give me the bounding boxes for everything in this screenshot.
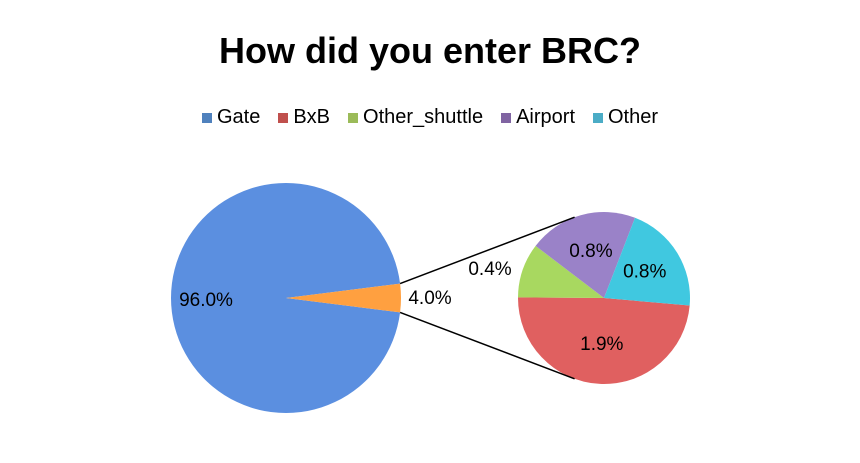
data-label-bxb: 1.9% — [580, 334, 623, 355]
legend-swatch-other — [593, 112, 603, 123]
legend-item-other: Other — [593, 106, 658, 129]
legend-label-other-shuttle: Other_shuttle — [363, 106, 484, 128]
legend-item-gate: Gate — [201, 106, 261, 129]
connector-line-bottom — [399, 311, 575, 380]
legend-swatch-gate — [201, 112, 212, 123]
data-label-airport: 0.8% — [569, 241, 612, 262]
sub-pie-slice-airport — [535, 212, 636, 298]
legend-label-bxb: BxB — [293, 106, 331, 128]
sub-pie-slice-other — [604, 217, 690, 306]
data-label-other-shuttle: 0.4% — [468, 259, 511, 280]
legend-item-airport: Airport — [501, 106, 575, 129]
chart-legend: Gate BxB Other_shuttle Airport Other — [0, 106, 860, 129]
sub-pie-slice-bxb — [518, 297, 690, 384]
legend-label-airport: Airport — [516, 106, 575, 128]
legend-label-other: Other — [608, 106, 659, 128]
legend-item-bxb: BxB — [278, 106, 330, 129]
chart-title: How did you enter BRC? — [219, 30, 641, 71]
legend-swatch-airport — [501, 112, 512, 123]
main-pie-slice-gate — [171, 183, 401, 414]
legend-swatch-bxb — [278, 112, 289, 123]
data-label-other: 0.8% — [623, 262, 666, 283]
legend-item-other-shuttle: Other_shuttle — [348, 106, 483, 129]
legend-label-gate: Gate — [216, 106, 261, 128]
main-pie-slice-split — [286, 283, 402, 313]
connector-line-top — [399, 216, 575, 285]
sub-pie-slice-other-shuttle — [518, 245, 604, 298]
data-label-gate: 96.0% — [179, 290, 233, 311]
data-label-split: 4.0% — [408, 288, 451, 309]
legend-swatch-other-shuttle — [348, 112, 359, 123]
